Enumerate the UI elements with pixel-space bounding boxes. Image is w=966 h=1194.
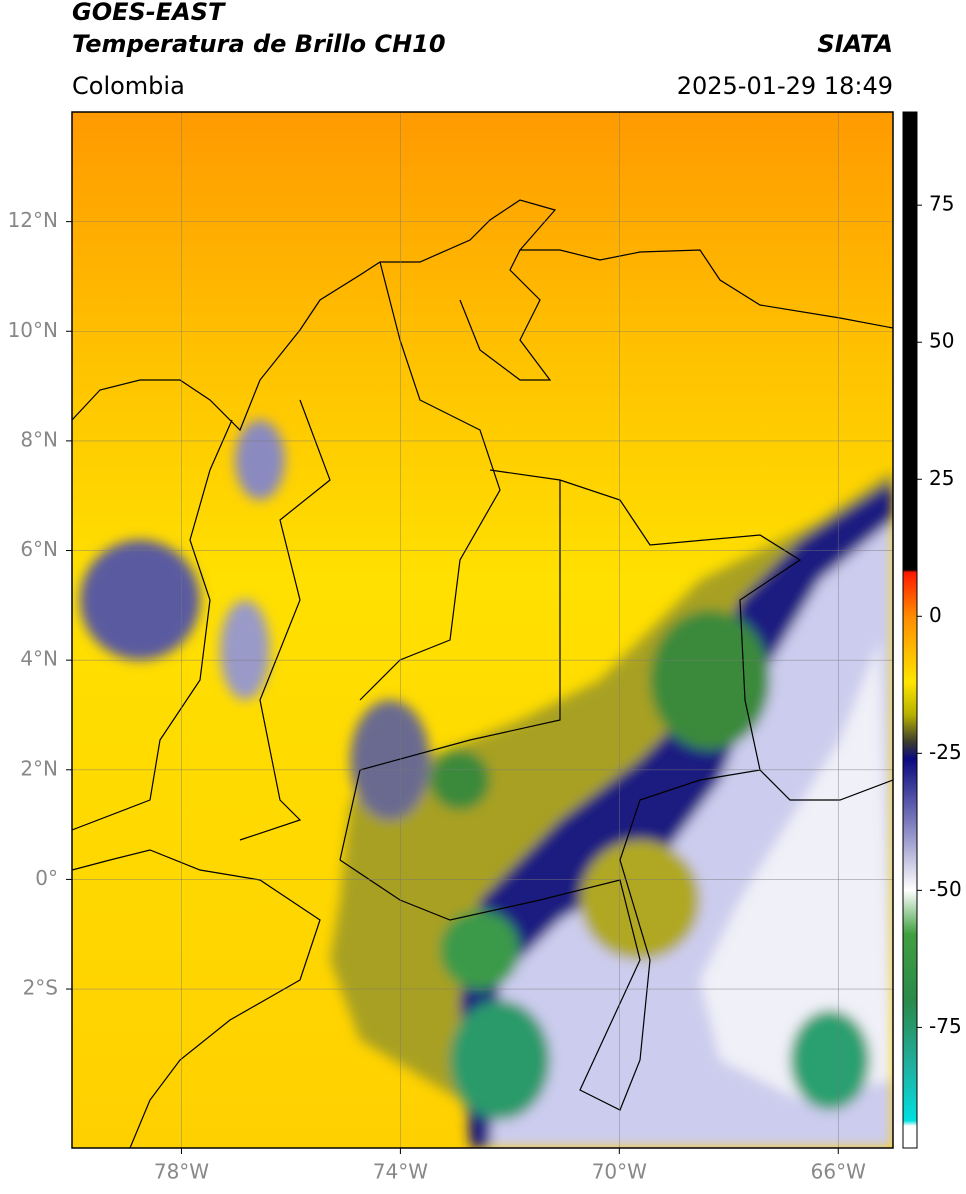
x-tick-label: 66°W — [811, 1160, 866, 1184]
subtitle: Temperatura de Brillo CH10 — [72, 30, 446, 58]
x-tick-label: 78°W — [154, 1160, 209, 1184]
colorbar-tick-label: -75 — [929, 1014, 962, 1038]
source: SIATA — [817, 30, 893, 58]
y-tick-label: 8°N — [20, 427, 58, 451]
colorbar-fill — [902, 111, 918, 1149]
map-image — [72, 112, 893, 1148]
y-tick-label: 2°N — [20, 756, 58, 780]
colorbar-tick-label: -25 — [929, 740, 962, 764]
y-tick-label: 4°N — [20, 647, 58, 671]
colorbar-tick-label: -50 — [929, 877, 962, 901]
grid — [72, 112, 893, 1148]
colorbar-tick-label: 75 — [929, 192, 954, 216]
map-frame — [71, 111, 894, 1149]
colorbar-tick-label: 0 — [929, 603, 942, 627]
y-tick-label: 12°N — [8, 208, 58, 232]
y-tick-label: 10°N — [8, 318, 58, 342]
title: GOES-EAST — [72, 0, 226, 26]
x-tick-label: 74°W — [373, 1160, 428, 1184]
x-tick-label: 70°W — [592, 1160, 647, 1184]
colorbar: 75 50 25 0 -25 -50 -75 — [902, 111, 962, 1149]
colorbar-tick-label: 25 — [929, 466, 954, 490]
region: Colombia — [72, 72, 185, 100]
y-tick-label: 6°N — [20, 537, 58, 561]
colorbar-tick-label: 50 — [929, 329, 954, 353]
timestamp: 2025-01-29 18:49 — [677, 72, 893, 100]
y-tick-label: 2°S — [23, 976, 58, 1000]
y-tick-label: 0° — [35, 866, 58, 890]
